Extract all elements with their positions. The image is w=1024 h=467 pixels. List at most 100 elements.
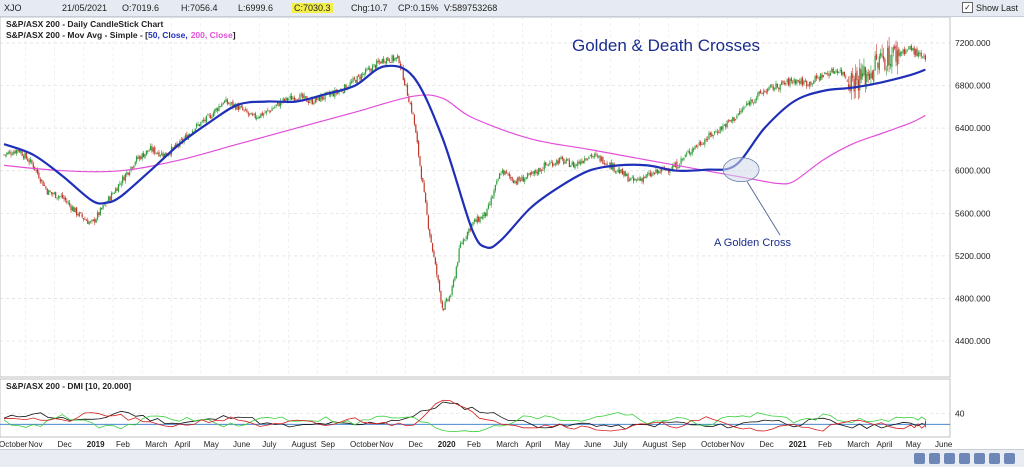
price-tick-label: 5600.000 [955, 208, 991, 218]
close-value: C:7030.3 [292, 3, 333, 13]
candle-body [634, 178, 636, 181]
candle-body [299, 94, 301, 102]
candle-body [697, 146, 699, 148]
candle-body [469, 228, 471, 231]
zoom-out-icon[interactable] [929, 453, 940, 464]
end-icon[interactable] [1004, 453, 1015, 464]
dmi-lines [3, 399, 926, 433]
candle-body [646, 174, 649, 176]
chart-title: S&P/ASX 200 - Daily CandleStick Chart [6, 19, 163, 29]
candle-body [917, 52, 919, 57]
candle-body [908, 48, 910, 50]
high-value: H:7056.4 [181, 3, 218, 13]
candle-body [143, 153, 145, 158]
candle-body [859, 67, 861, 91]
candle-body [112, 193, 114, 195]
candle-body [261, 112, 263, 116]
candle-body [540, 169, 543, 172]
candle-body [554, 163, 557, 165]
candle-body [141, 153, 143, 159]
candle-body [176, 143, 178, 145]
show-last-checkbox[interactable]: ✓ [961, 2, 973, 13]
candle-body [27, 158, 29, 162]
candle-body [586, 159, 589, 161]
candle-body [274, 106, 276, 108]
candle-body [452, 280, 455, 287]
candle-body [349, 82, 351, 87]
candle-body [557, 160, 559, 164]
candle-body [59, 196, 61, 197]
candle-body [406, 84, 409, 96]
candle-body [78, 212, 80, 217]
candle-body [120, 183, 122, 185]
candle-body [279, 100, 282, 107]
candle-body [303, 95, 305, 99]
candle-body [585, 159, 587, 161]
scroll-right-icon[interactable] [959, 453, 970, 464]
candle-body [420, 166, 423, 179]
candle-body [813, 81, 815, 84]
candle-body [824, 72, 826, 75]
dmi-minus-di-line [3, 399, 926, 432]
candle-body [149, 146, 152, 151]
candle-body [254, 113, 256, 119]
candle-body [247, 112, 249, 115]
show-last-toggle[interactable]: ✓ Show Last [961, 2, 1018, 13]
candle-body [32, 163, 34, 168]
candle-body [81, 213, 83, 218]
candle-body [197, 124, 199, 126]
candle-body [225, 98, 227, 102]
x-tick-label: July [613, 440, 627, 449]
candle-body [478, 217, 480, 222]
candle-body [214, 109, 216, 114]
candle-body [21, 151, 23, 156]
subtitle-fast: 50, Close, [148, 30, 188, 40]
candle-body [323, 98, 325, 100]
candle-body [843, 71, 846, 76]
candle-body [807, 85, 809, 87]
candle-body [88, 221, 90, 225]
x-tick-label: July [262, 440, 276, 449]
candle-body [73, 206, 75, 212]
candle-body [512, 180, 515, 184]
candle-body [359, 76, 361, 80]
candle-body [264, 112, 266, 114]
candle-body [126, 172, 128, 175]
candle-body [591, 154, 593, 158]
candle-body [839, 70, 841, 71]
candle-body [320, 95, 322, 102]
zoom-in-icon[interactable] [944, 453, 955, 464]
candle-body [702, 143, 705, 145]
candle-body [180, 139, 182, 141]
candle-body [828, 73, 830, 77]
candle-body [345, 84, 347, 90]
candle-body [17, 150, 19, 151]
scroll-left-icon[interactable] [914, 453, 925, 464]
candle-body [338, 91, 340, 93]
candle-body [431, 243, 434, 252]
golden-cross-label: A Golden Cross [714, 237, 792, 249]
candle-body [230, 102, 233, 104]
candle-body [490, 197, 492, 205]
candle-body [124, 173, 127, 181]
candle-body [563, 158, 565, 164]
candle-body [730, 120, 732, 122]
candle-body [814, 76, 816, 82]
scroll-navigator[interactable] [0, 449, 1024, 467]
candle-body [733, 117, 735, 122]
candle-body [138, 156, 141, 159]
candle-body [841, 69, 843, 75]
candle-body [633, 177, 635, 181]
candle-body [880, 52, 882, 57]
candle-body [208, 114, 210, 116]
candle-body [436, 264, 438, 275]
candle-body [42, 180, 44, 186]
candle-body [258, 116, 261, 119]
candle-body [475, 219, 477, 222]
settings-icon[interactable] [989, 453, 1000, 464]
candle-body [919, 53, 921, 54]
candle-body [327, 91, 329, 93]
candle-body [215, 108, 217, 111]
fit-icon[interactable] [974, 453, 985, 464]
candle-body [66, 201, 68, 203]
